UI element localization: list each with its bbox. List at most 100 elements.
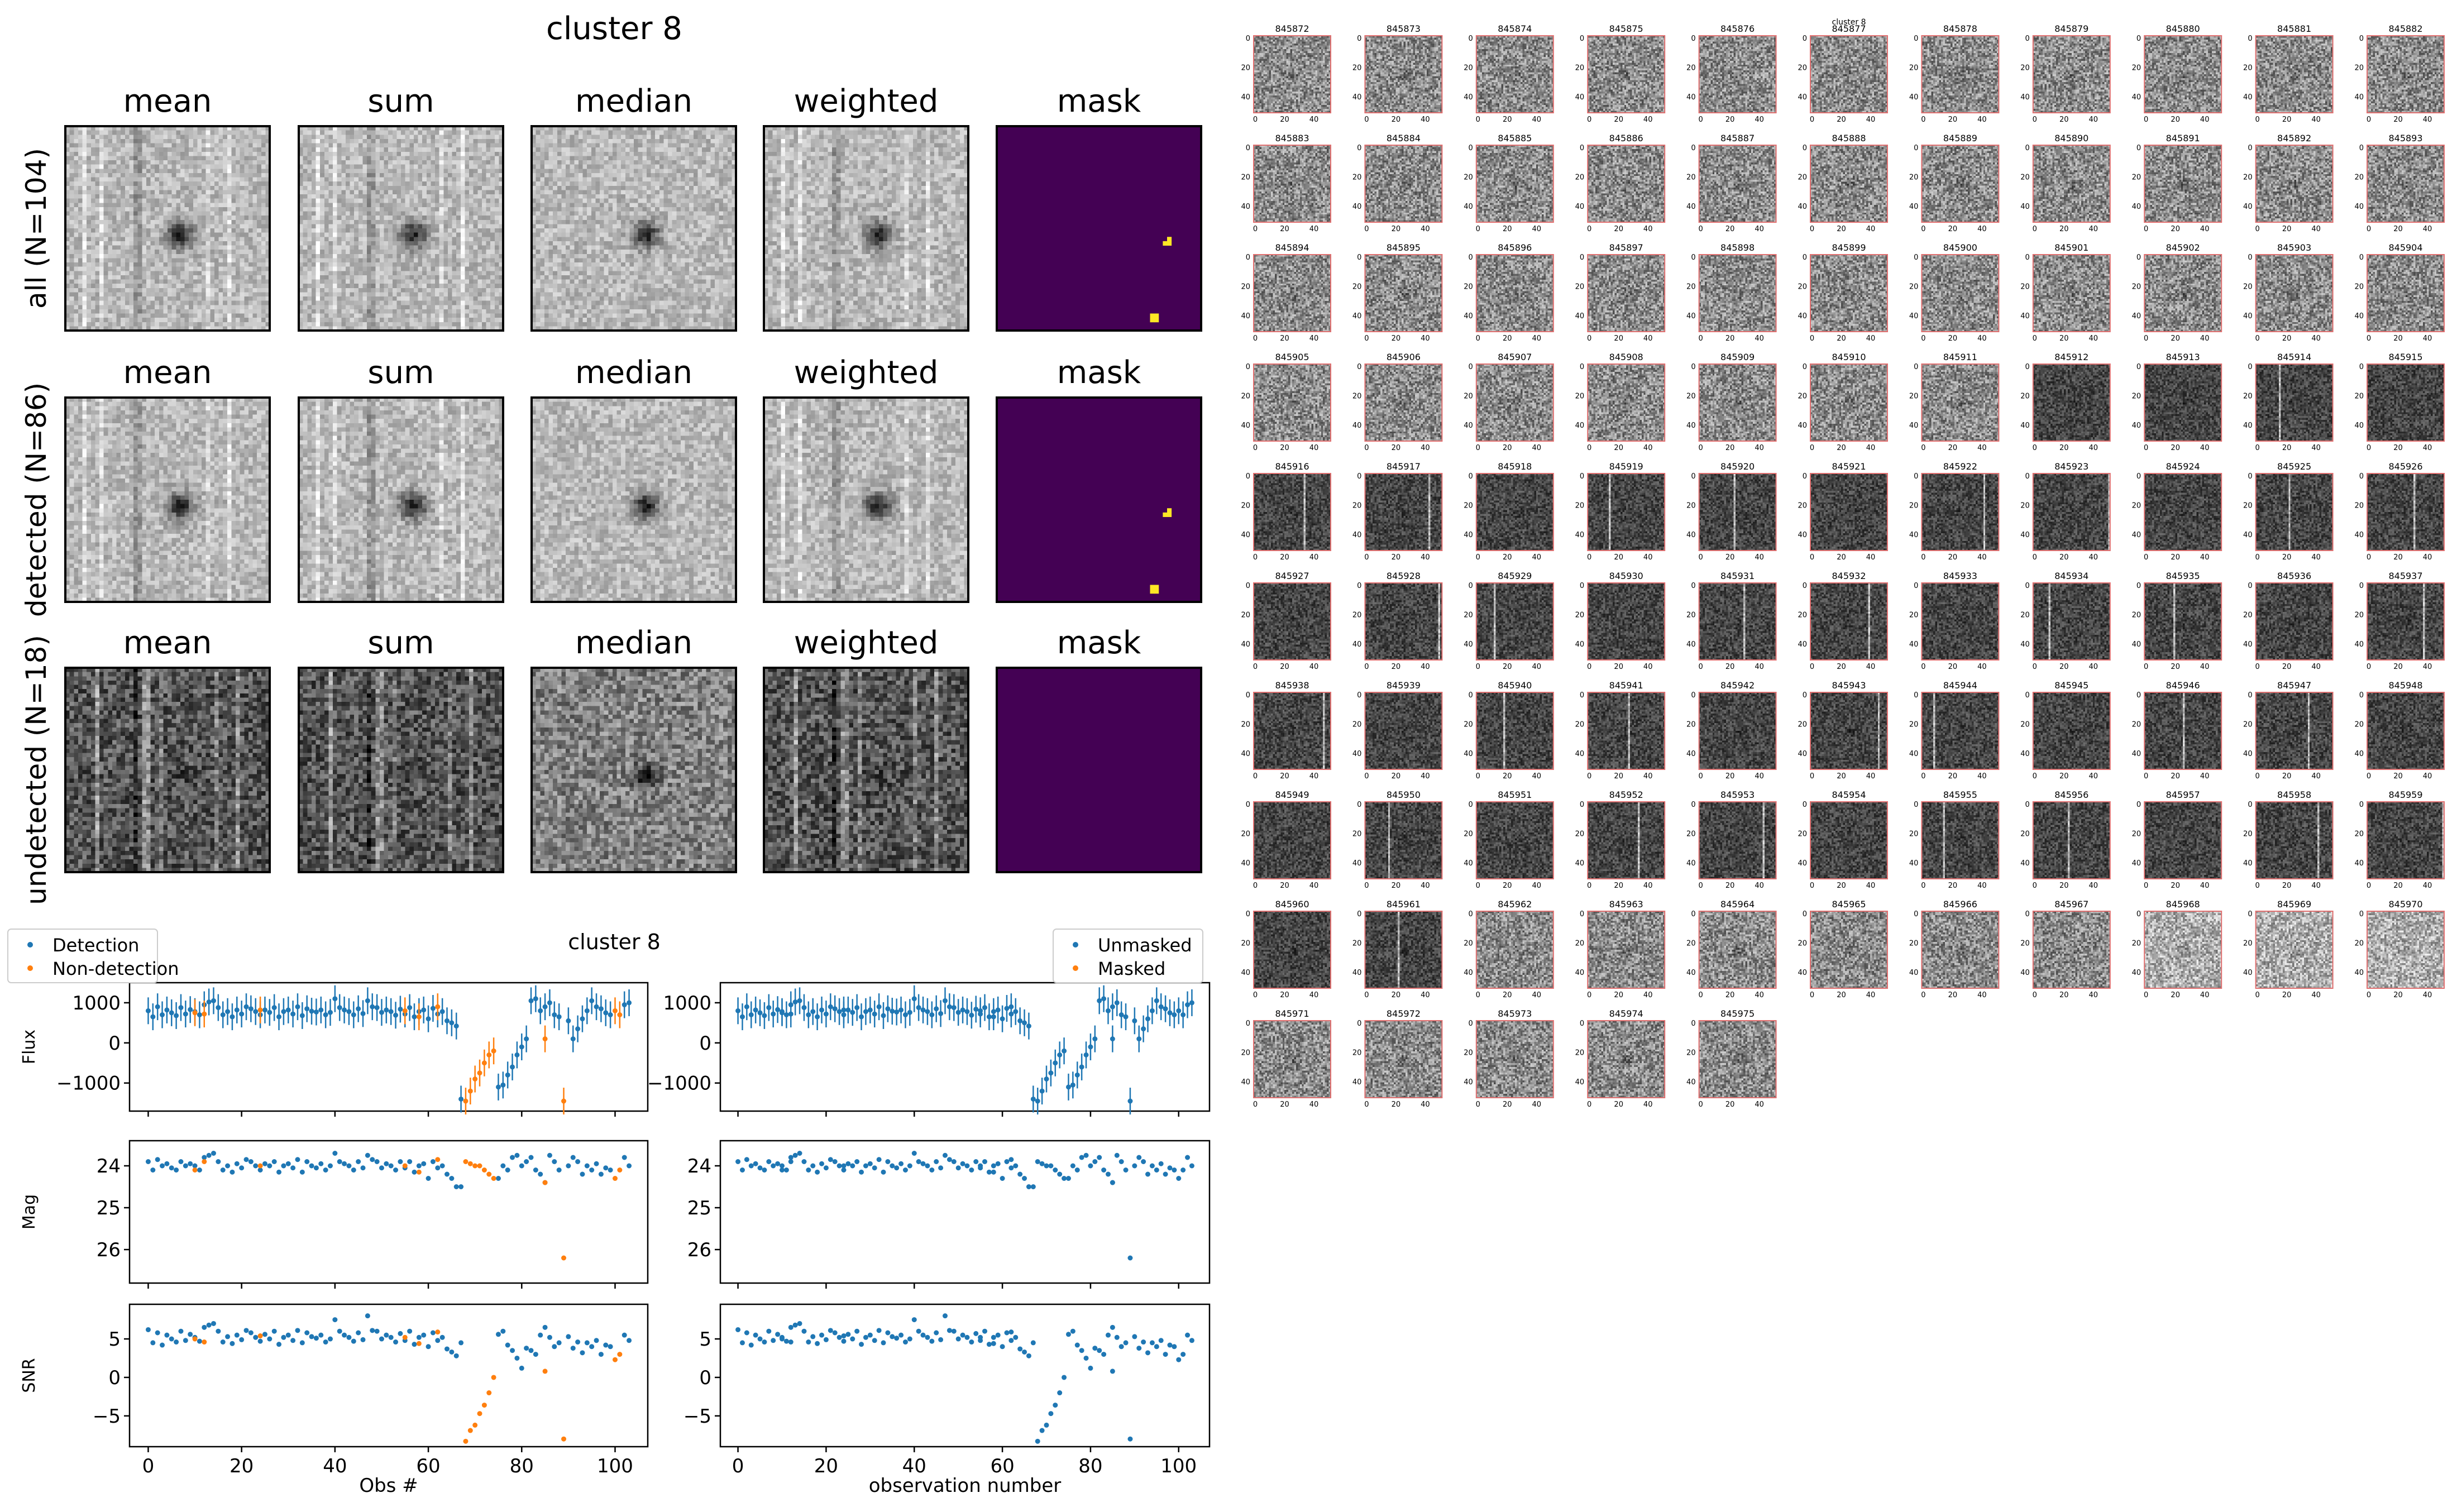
detection-point (174, 1339, 179, 1345)
unmasked-point (1030, 1184, 1036, 1189)
detection-point (360, 1011, 366, 1016)
detection-point (393, 1339, 399, 1345)
masked-pixel (1154, 318, 1159, 323)
detection-point (384, 1332, 389, 1338)
cutout-frame (1364, 363, 1443, 442)
cutout-xtick: 0 (1810, 772, 1814, 781)
detection-point (155, 1330, 160, 1336)
cutout-xtick: 20 (2171, 663, 2180, 671)
unmasked-point (1185, 1332, 1191, 1338)
detection-point (192, 1163, 198, 1169)
cutout-xtick: 40 (1532, 334, 1542, 343)
cutout-frame (1810, 582, 1888, 661)
cutout-id-label: 845906 (1387, 352, 1421, 362)
unmasked-point (1035, 1159, 1040, 1164)
x-tick-label: 60 (416, 1455, 440, 1477)
cutout-image (1476, 911, 1553, 988)
unmasked-point (1118, 1159, 1124, 1164)
cutout-xtick: 20 (1837, 116, 1846, 124)
cutout-xtick: 40 (2200, 991, 2210, 999)
unmasked-point (753, 1161, 758, 1166)
x-tick-label: 20 (814, 1455, 838, 1477)
detection-point (552, 1159, 557, 1164)
cutout-ytick: 0 (2025, 472, 2030, 481)
cutout-ytick: 40 (1352, 93, 1362, 102)
detection-point (570, 1155, 576, 1160)
cutout-ytick: 40 (1575, 1078, 1585, 1087)
detection-point (206, 1152, 212, 1158)
detection-point (519, 1044, 524, 1050)
cutout-ytick: 0 (1246, 1020, 1250, 1028)
unmasked-point (1101, 1352, 1107, 1357)
unmasked-point (955, 1336, 961, 1342)
masked-pixel (1163, 512, 1168, 517)
cutout-ytick: 40 (2243, 969, 2253, 977)
detection-point (580, 1350, 585, 1356)
nondetection-point (617, 1352, 623, 1357)
detection-point (412, 1169, 417, 1175)
cutout-xtick: 40 (2089, 882, 2099, 890)
mask-image (997, 668, 1201, 872)
legend-entry: Masked (1098, 958, 1165, 979)
unmasked-point (902, 1012, 908, 1017)
cutout-ytick: 0 (1803, 144, 1807, 152)
detection-point (216, 1005, 221, 1011)
cutout-image (1588, 583, 1665, 660)
cutout-frame (2032, 582, 2111, 661)
unmasked-point (1000, 1176, 1005, 1181)
cutout-xtick: 0 (1921, 882, 1925, 890)
unmasked-point (1189, 1163, 1194, 1169)
unmasked-point (1070, 1163, 1075, 1169)
cutout-image (2033, 473, 2110, 551)
unmasked-point (1008, 1004, 1014, 1009)
cutout-id-label: 845974 (1609, 1008, 1643, 1019)
cutout-id-label: 845963 (1609, 899, 1643, 910)
cutout-ytick: 20 (1352, 393, 1362, 401)
cutout-xtick: 40 (1866, 772, 1876, 781)
unmasked-point (753, 1332, 758, 1338)
masked-pixel (1150, 313, 1155, 318)
cutout-xtick: 20 (2059, 882, 2069, 890)
cutout-xtick: 0 (1698, 334, 1703, 343)
detection-point (524, 1159, 529, 1164)
unmasked-point (960, 1007, 965, 1013)
detection-point (594, 1338, 599, 1343)
cutout-frame (1698, 801, 1777, 879)
cutout-ytick: 40 (1575, 531, 1585, 539)
detection-point (299, 1340, 305, 1346)
cutout-image (1921, 802, 1999, 879)
cutout-xtick: 40 (2423, 444, 2432, 452)
cutout-id-label: 845879 (2054, 23, 2088, 34)
cutout-ytick: 0 (1691, 144, 1695, 152)
detection-point (444, 1346, 450, 1352)
cutout-ytick: 40 (1909, 640, 1919, 649)
detection-point (174, 1168, 179, 1173)
cutout-ytick: 20 (1464, 64, 1473, 73)
cutout-xtick: 20 (2171, 116, 2180, 124)
cutout-xtick: 20 (1837, 663, 1846, 671)
cutout-ytick: 0 (1469, 472, 1473, 481)
cutout-ytick: 20 (1798, 64, 1807, 73)
y-tick-label: 26 (687, 1239, 711, 1261)
cutout-id-label: 845882 (2388, 23, 2422, 34)
cutout-image (1365, 364, 1442, 441)
cutout-ytick: 40 (1798, 312, 1807, 320)
cutout-image (2144, 473, 2222, 551)
cutout-ytick: 0 (1246, 253, 1250, 262)
cutout-xtick: 0 (1253, 116, 1258, 124)
detection-point (528, 1155, 534, 1160)
cutout-xtick: 40 (2311, 991, 2321, 999)
detection-point (145, 1327, 151, 1332)
cutout-xtick: 40 (1309, 444, 1319, 452)
nondetection-point (561, 1098, 567, 1104)
detection-point (234, 1007, 240, 1013)
cutout-frame (1253, 363, 1331, 442)
cutout-xtick: 0 (2144, 991, 2148, 999)
detection-point (622, 1155, 627, 1160)
cutout-ytick: 0 (1580, 582, 1584, 590)
detection-point (230, 1014, 235, 1020)
unmasked-point (1189, 1338, 1194, 1343)
cutout-xtick: 40 (2423, 225, 2432, 233)
cutout-ytick: 0 (2025, 801, 2030, 809)
